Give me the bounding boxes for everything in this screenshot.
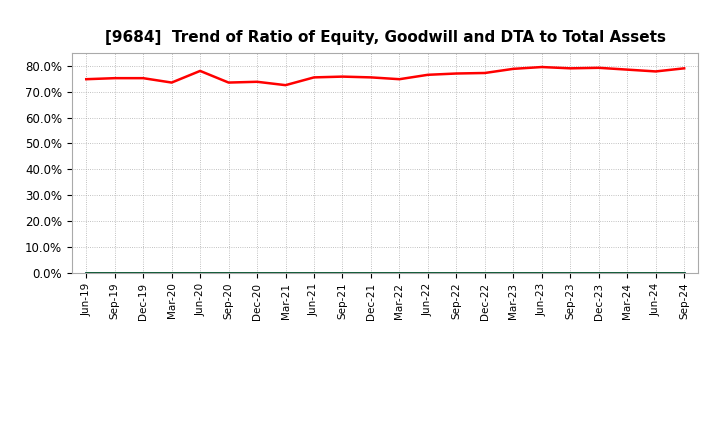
Equity [680, 66, 688, 71]
Deferred Tax Assets [423, 270, 432, 275]
Goodwill [509, 270, 518, 275]
Goodwill [110, 270, 119, 275]
Equity [509, 66, 518, 71]
Deferred Tax Assets [652, 270, 660, 275]
Equity [82, 77, 91, 82]
Equity [566, 66, 575, 71]
Deferred Tax Assets [196, 270, 204, 275]
Deferred Tax Assets [395, 270, 404, 275]
Deferred Tax Assets [509, 270, 518, 275]
Goodwill [282, 270, 290, 275]
Deferred Tax Assets [310, 270, 318, 275]
Equity [282, 83, 290, 88]
Deferred Tax Assets [282, 270, 290, 275]
Goodwill [310, 270, 318, 275]
Equity [452, 71, 461, 76]
Equity [167, 80, 176, 85]
Legend: Equity, Goodwill, Deferred Tax Assets: Equity, Goodwill, Deferred Tax Assets [189, 438, 582, 440]
Equity [310, 75, 318, 80]
Goodwill [623, 270, 631, 275]
Deferred Tax Assets [82, 270, 91, 275]
Equity [338, 74, 347, 79]
Deferred Tax Assets [623, 270, 631, 275]
Equity [225, 80, 233, 85]
Deferred Tax Assets [139, 270, 148, 275]
Goodwill [225, 270, 233, 275]
Goodwill [537, 270, 546, 275]
Equity [366, 75, 375, 80]
Deferred Tax Assets [480, 270, 489, 275]
Equity [623, 67, 631, 72]
Goodwill [452, 270, 461, 275]
Deferred Tax Assets [452, 270, 461, 275]
Deferred Tax Assets [366, 270, 375, 275]
Goodwill [566, 270, 575, 275]
Goodwill [395, 270, 404, 275]
Deferred Tax Assets [110, 270, 119, 275]
Goodwill [338, 270, 347, 275]
Equity [480, 70, 489, 76]
Deferred Tax Assets [595, 270, 603, 275]
Equity [139, 76, 148, 81]
Equity [537, 64, 546, 70]
Goodwill [480, 270, 489, 275]
Title: [9684]  Trend of Ratio of Equity, Goodwill and DTA to Total Assets: [9684] Trend of Ratio of Equity, Goodwil… [104, 29, 666, 45]
Goodwill [139, 270, 148, 275]
Equity [196, 68, 204, 73]
Goodwill [196, 270, 204, 275]
Deferred Tax Assets [566, 270, 575, 275]
Deferred Tax Assets [167, 270, 176, 275]
Goodwill [366, 270, 375, 275]
Deferred Tax Assets [225, 270, 233, 275]
Equity [110, 76, 119, 81]
Equity [652, 69, 660, 74]
Equity [423, 72, 432, 77]
Deferred Tax Assets [680, 270, 688, 275]
Goodwill [595, 270, 603, 275]
Deferred Tax Assets [253, 270, 261, 275]
Equity [595, 65, 603, 70]
Goodwill [82, 270, 91, 275]
Goodwill [680, 270, 688, 275]
Deferred Tax Assets [338, 270, 347, 275]
Equity [253, 79, 261, 84]
Equity [395, 77, 404, 82]
Deferred Tax Assets [537, 270, 546, 275]
Goodwill [423, 270, 432, 275]
Line: Equity: Equity [86, 67, 684, 85]
Goodwill [652, 270, 660, 275]
Goodwill [167, 270, 176, 275]
Goodwill [253, 270, 261, 275]
